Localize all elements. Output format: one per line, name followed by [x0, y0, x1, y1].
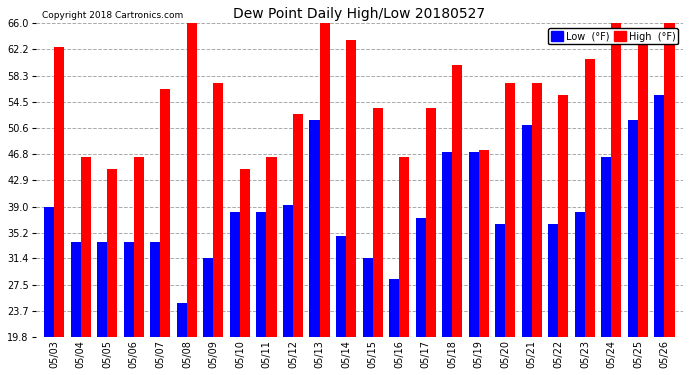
- Bar: [107, 169, 117, 337]
- Text: Copyright 2018 Cartronics.com: Copyright 2018 Cartronics.com: [42, 11, 184, 20]
- Bar: [187, 22, 197, 337]
- Bar: [97, 242, 107, 337]
- Legend: Low  (°F), High  (°F): Low (°F), High (°F): [548, 28, 678, 45]
- Bar: [150, 242, 160, 337]
- Bar: [452, 65, 462, 337]
- Bar: [628, 120, 638, 337]
- Bar: [257, 211, 266, 337]
- Bar: [124, 242, 134, 337]
- Bar: [346, 40, 356, 337]
- Title: Dew Point Daily High/Low 20180527: Dew Point Daily High/Low 20180527: [233, 7, 485, 21]
- Bar: [664, 22, 675, 337]
- Bar: [575, 211, 585, 337]
- Bar: [442, 153, 452, 337]
- Bar: [469, 153, 479, 337]
- Bar: [373, 108, 383, 337]
- Bar: [532, 83, 542, 337]
- Bar: [81, 157, 91, 337]
- Bar: [319, 22, 330, 337]
- Bar: [230, 211, 240, 337]
- Bar: [611, 22, 622, 337]
- Bar: [55, 46, 64, 337]
- Bar: [505, 83, 515, 337]
- Bar: [399, 157, 409, 337]
- Bar: [479, 150, 489, 337]
- Bar: [160, 89, 170, 337]
- Bar: [204, 258, 213, 337]
- Bar: [654, 96, 664, 337]
- Bar: [177, 303, 187, 337]
- Bar: [266, 157, 277, 337]
- Bar: [293, 114, 303, 337]
- Bar: [134, 157, 144, 337]
- Bar: [426, 108, 436, 337]
- Bar: [495, 224, 505, 337]
- Bar: [44, 207, 55, 337]
- Bar: [240, 169, 250, 337]
- Bar: [336, 236, 346, 337]
- Bar: [389, 279, 399, 337]
- Bar: [638, 40, 648, 337]
- Bar: [362, 258, 373, 337]
- Bar: [283, 206, 293, 337]
- Bar: [522, 124, 532, 337]
- Bar: [549, 224, 558, 337]
- Bar: [213, 83, 224, 337]
- Bar: [558, 96, 569, 337]
- Bar: [585, 59, 595, 337]
- Bar: [70, 242, 81, 337]
- Bar: [601, 157, 611, 337]
- Bar: [415, 217, 426, 337]
- Bar: [309, 120, 319, 337]
